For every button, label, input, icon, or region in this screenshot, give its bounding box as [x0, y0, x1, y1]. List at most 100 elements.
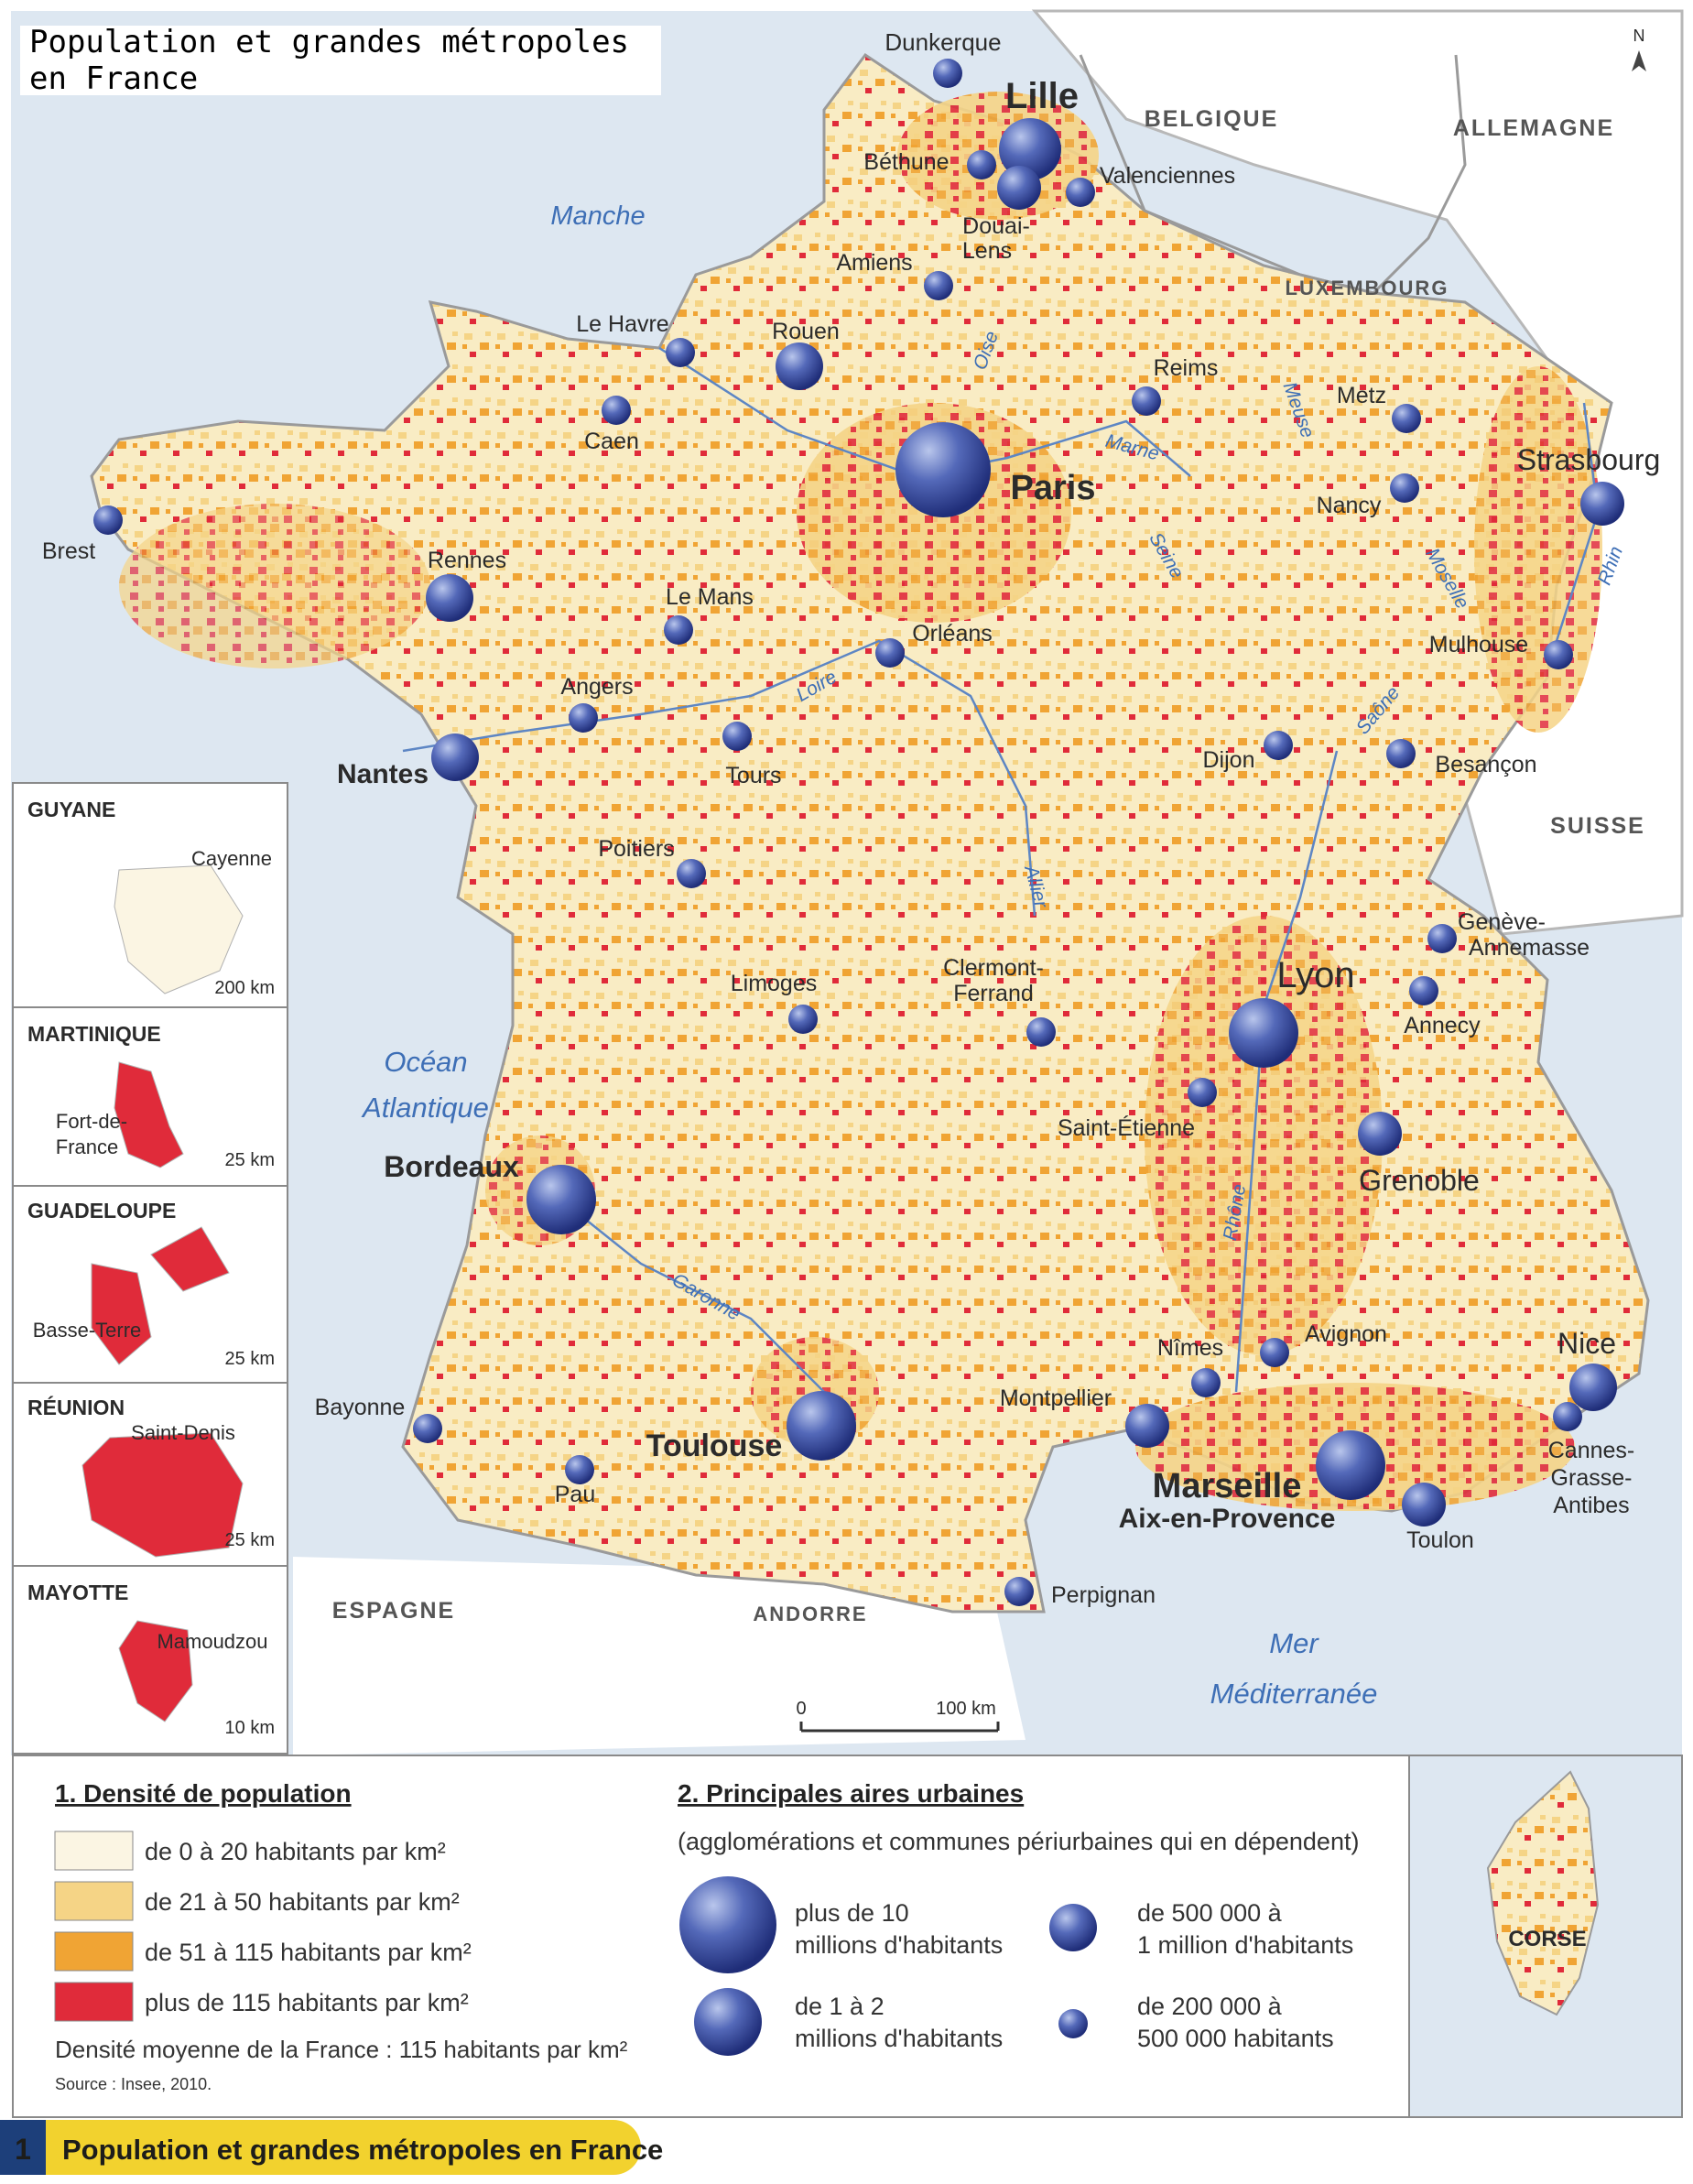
- border-luxembourg: [1372, 54, 1467, 295]
- label-insets-0-city: Cayenne: [191, 847, 272, 870]
- label-insets-3-city: Saint-Denis: [131, 1421, 235, 1444]
- city-bubble-toulon: [1402, 1483, 1446, 1527]
- city-bubble-lyon: [1229, 998, 1298, 1068]
- label-legend-urban-items-1-line1: de 1 à 2: [795, 1993, 884, 2020]
- label-map-city-labels-dijon: Dijon: [1203, 747, 1255, 773]
- inset-boxes: [12, 782, 288, 1755]
- city-bubble-geneve: [1427, 924, 1457, 953]
- label-map-city-labels-poitiers: Poitiers: [598, 836, 674, 862]
- city-bubble-avignon: [1260, 1338, 1289, 1367]
- label-map-city-labels-rennes: Rennes: [428, 548, 506, 573]
- city-bubble-dijon: [1264, 731, 1293, 760]
- city-bubble-besancon: [1386, 739, 1416, 768]
- city-bubble-valenciennes: [1066, 178, 1095, 207]
- scale-bar: [799, 1722, 1000, 1733]
- label-map-city-labels-annemasse: Annemasse: [1469, 935, 1590, 961]
- rhone-valley-dense: [1145, 916, 1383, 1355]
- inset-guadeloupe-box: [12, 1185, 288, 1384]
- label-legend-urban-items-1-line2: millions d'habitants: [795, 2025, 1003, 2052]
- label-map-city-labels-lens: Lens: [962, 238, 1012, 264]
- label-map-city-labels-clermont1: Clermont-: [943, 955, 1044, 981]
- label-map-seas-mer2: Méditerranée: [1210, 1678, 1378, 1710]
- page-title: Population et grandes métropoles en Fran…: [29, 24, 630, 97]
- label-north-label: N: [1633, 27, 1645, 45]
- label-map-countries-luxembourg: LUXEMBOURG: [1286, 277, 1449, 299]
- brittany-dense: [119, 504, 430, 668]
- label-legend-urban-items-3-line2: 500 000 habitants: [1137, 2025, 1334, 2052]
- label-map-city-labels-mulhouse: Mulhouse: [1429, 632, 1528, 657]
- label-map-city-labels-toulouse: Toulouse: [646, 1429, 783, 1463]
- river-loire-path: [402, 639, 1036, 917]
- guadeloupe-shape: [91, 1226, 230, 1365]
- label-legend-urban-items-2-line1: de 500 000 à: [1137, 1899, 1283, 1927]
- label-map-countries-suisse: SUISSE: [1550, 813, 1645, 839]
- city-bubble-nancy: [1390, 473, 1419, 503]
- city-bubble-douai: [997, 166, 1041, 210]
- label-map-seas-ocean1: Océan: [384, 1046, 467, 1078]
- city-bubble-angers: [569, 703, 598, 733]
- city-bubble-mulhouse: [1544, 640, 1573, 669]
- label-map-city-labels-cannes1: Cannes-: [1548, 1438, 1635, 1463]
- label-map-city-labels-marseille: Marseille: [1153, 1467, 1302, 1505]
- label-map-city-labels-besancon: Besançon: [1435, 752, 1536, 777]
- label-map-city-labels-nice: Nice: [1557, 1327, 1616, 1360]
- label-map-city-labels-bethune: Béthune: [863, 149, 949, 175]
- legend-bubble-200k: [1058, 2009, 1088, 2038]
- city-bubble-le-havre: [666, 338, 695, 367]
- label-legend-density-items-2-label: de 51 à 115 habitants par km²: [145, 1939, 472, 1966]
- label-footer-number: 1: [15, 2133, 31, 2166]
- label-map-city-labels-toulon: Toulon: [1406, 1527, 1474, 1553]
- label-map-city-labels-nancy: Nancy: [1317, 493, 1382, 518]
- neighbour-spain: [293, 1557, 1026, 1755]
- label-map-seas-mer1: Mer: [1269, 1627, 1319, 1659]
- label-insets-2-city: Basse-Terre: [33, 1319, 142, 1342]
- label-map-city-labels-le-havre: Le Havre: [576, 311, 668, 337]
- footer-number-box: [0, 2120, 46, 2175]
- label-insets-1-city2: France: [56, 1135, 118, 1158]
- city-bubble-marseille: [1316, 1430, 1385, 1500]
- label-legend-density-items-1-label: de 21 à 50 habitants par km²: [145, 1888, 460, 1916]
- label-map-city-labels-brest: Brest: [42, 538, 95, 564]
- label-insets-3-scale: 25 km: [225, 1530, 275, 1550]
- city-bubble-tours: [722, 722, 752, 751]
- label-map-countries-belgique: BELGIQUE: [1145, 106, 1279, 132]
- city-bubble-strasbourg: [1580, 482, 1624, 526]
- label-insets-4-scale: 10 km: [225, 1718, 275, 1738]
- label-map-city-labels-cannes2: Grasse-: [1551, 1465, 1633, 1491]
- label-map-city-labels-valenciennes: Valenciennes: [1100, 163, 1235, 189]
- label-map-city-labels-angers: Angers: [560, 674, 633, 700]
- city-bubble-brest: [93, 505, 123, 535]
- label-footer-title: Population et grandes métropoles en Fran…: [62, 2134, 663, 2166]
- label-map-city-labels-clermont2: Ferrand: [953, 981, 1034, 1006]
- city-bubble-paris: [895, 422, 991, 517]
- label-map-city-labels-perpignan: Perpignan: [1051, 1582, 1156, 1608]
- label-map-countries-espagne: ESPAGNE: [332, 1598, 455, 1624]
- city-bubble-reims: [1132, 386, 1161, 416]
- label-map-city-labels-aix: Aix-en-Provence: [1119, 1504, 1336, 1534]
- label-legend-density-title: 1. Densité de population: [55, 1779, 352, 1808]
- header-title-box: Population et grandes métropoles en Fran…: [20, 24, 661, 97]
- label-map-city-labels-orleans: Orléans: [912, 621, 993, 647]
- density-swatch-1: [54, 1831, 134, 1871]
- label-map-city-labels-dunkerque: Dunkerque: [884, 28, 1001, 56]
- city-bubble-annecy: [1409, 976, 1438, 1005]
- label-map-city-labels-reims: Reims: [1154, 355, 1219, 381]
- label-insets-2-name: GUADELOUPE: [27, 1199, 176, 1222]
- label-map-city-labels-tours: Tours: [725, 763, 781, 788]
- city-bubble-le-mans: [664, 615, 693, 645]
- label-legend-density-items-0-label: de 0 à 20 habitants par km²: [145, 1838, 446, 1865]
- label-map-city-labels-rouen: Rouen: [772, 319, 840, 344]
- city-bubble-pau: [565, 1455, 594, 1484]
- label-map-seas-ocean2: Atlantique: [361, 1092, 489, 1124]
- label-map-city-labels-strasbourg: Strasbourg: [1517, 443, 1661, 476]
- label-insets-2-scale: 25 km: [225, 1349, 275, 1369]
- label-map-city-labels-annecy: Annecy: [1404, 1013, 1481, 1038]
- label-insets-0-name: GUYANE: [27, 798, 115, 821]
- city-bubble-perpignan: [1004, 1577, 1034, 1606]
- density-swatch-3: [54, 1931, 134, 1972]
- city-bubble-metz: [1392, 404, 1421, 433]
- label-legend-urban-subtitle: (agglomérations et communes périurbaines…: [678, 1828, 1359, 1855]
- label-legend-urban-items-0-line1: plus de 10: [795, 1899, 909, 1927]
